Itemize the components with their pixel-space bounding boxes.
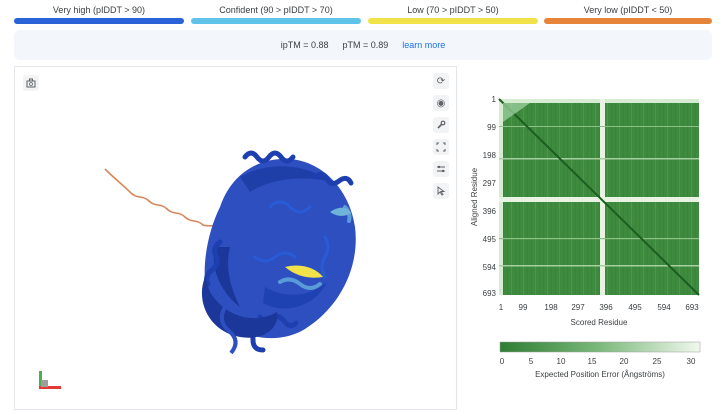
pae-heatmap-svg: 1 99 198 297 396 495 594 693 Aligned Res… xyxy=(470,95,701,379)
confidence-very-low: Very low (pIDDT < 50) xyxy=(544,0,712,28)
confidence-confident-bar xyxy=(191,18,361,24)
camera-icon[interactable] xyxy=(23,75,39,91)
pae-colorbar xyxy=(499,341,701,353)
axes-gizmo-icon xyxy=(39,371,61,389)
iptm-value: ipTM = 0.88 xyxy=(280,40,329,50)
pae-y-tick-495: 495 xyxy=(483,235,497,244)
colorbar-tick-20: 20 xyxy=(620,357,629,366)
pae-x-tick-495: 495 xyxy=(628,303,642,312)
colorbar-tick-5: 5 xyxy=(529,357,534,366)
pae-y-tick-693: 693 xyxy=(483,289,497,298)
fullscreen-icon[interactable] xyxy=(433,139,449,155)
low-confidence-tail xyxy=(104,168,222,227)
sliders-icon[interactable] xyxy=(433,161,449,177)
structure-viewer[interactable]: ⟳ ◉ xyxy=(14,66,457,410)
confidence-very-high: Very high (pIDDT > 90) xyxy=(14,0,184,28)
pae-heatmap[interactable] xyxy=(498,98,700,296)
wrench-icon[interactable] xyxy=(433,117,449,133)
colorbar-tick-15: 15 xyxy=(588,357,597,366)
pae-panel: 1 99 198 297 396 495 594 693 Aligned Res… xyxy=(460,66,726,414)
pae-y-tick-198: 198 xyxy=(483,151,497,160)
metrics-bar: ipTM = 0.88 pTM = 0.89 learn more xyxy=(14,30,712,60)
pae-x-axis-title: Scored Residue xyxy=(571,318,628,327)
colorbar-tick-10: 10 xyxy=(557,357,566,366)
confidence-legend: Very high (pIDDT > 90) Confident (90 > p… xyxy=(14,0,712,28)
pae-y-tick-1: 1 xyxy=(492,95,497,104)
center-icon[interactable]: ◉ xyxy=(433,95,449,111)
pae-x-tick-99: 99 xyxy=(519,303,528,312)
pae-x-tick-594: 594 xyxy=(657,303,671,312)
confidence-very-low-label: Very low (pIDDT < 50) xyxy=(583,5,673,15)
pae-y-axis-title: Aligned Residue xyxy=(470,167,479,226)
reset-view-icon[interactable]: ⟳ xyxy=(433,73,449,89)
colorbar-tick-30: 30 xyxy=(687,357,696,366)
pae-x-tick-693: 693 xyxy=(685,303,699,312)
pae-y-tick-99: 99 xyxy=(487,123,496,132)
pae-y-tick-297: 297 xyxy=(483,179,497,188)
confidence-low-label: Low (70 > pIDDT > 50) xyxy=(407,5,499,15)
colorbar-tick-0: 0 xyxy=(500,357,505,366)
confidence-confident-label: Confident (90 > pIDDT > 70) xyxy=(219,5,333,15)
protein-structure[interactable] xyxy=(15,67,458,411)
colorbar-title: Expected Position Error (Ångströms) xyxy=(535,370,665,379)
pae-y-tick-594: 594 xyxy=(483,263,497,272)
confidence-low: Low (70 > pIDDT > 50) xyxy=(368,0,538,28)
confidence-very-high-label: Very high (pIDDT > 90) xyxy=(52,5,146,15)
pae-y-tick-396: 396 xyxy=(483,207,497,216)
confidence-confident: Confident (90 > pIDDT > 70) xyxy=(191,0,361,28)
pae-x-tick-198: 198 xyxy=(544,303,558,312)
confidence-very-low-bar xyxy=(544,18,712,24)
colorbar-tick-25: 25 xyxy=(653,357,662,366)
ptm-value: pTM = 0.89 xyxy=(342,40,389,50)
pointer-icon[interactable] xyxy=(433,183,449,199)
pae-x-tick-396: 396 xyxy=(599,303,613,312)
confidence-low-bar xyxy=(368,18,538,24)
pae-x-tick-1: 1 xyxy=(499,303,504,312)
learn-more-link[interactable]: learn more xyxy=(402,40,446,50)
pae-x-tick-297: 297 xyxy=(571,303,585,312)
confidence-very-high-bar xyxy=(14,18,184,24)
